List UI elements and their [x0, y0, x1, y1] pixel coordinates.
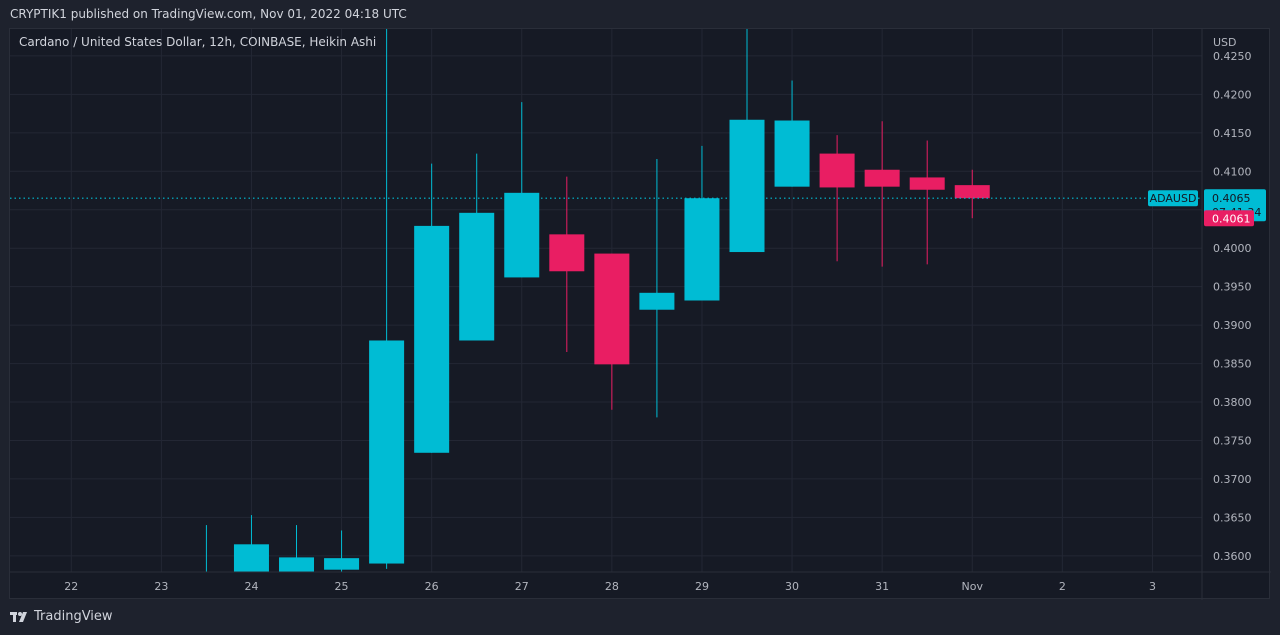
published-info-text: CRYPTIK1 published on TradingView.com, N… [10, 7, 407, 21]
price-axis[interactable]: 0.42500.42000.41500.41000.40500.40000.39… [1213, 50, 1252, 563]
candle-body-up [729, 119, 765, 253]
candle-body-down [909, 177, 945, 190]
time-tick-label: 27 [515, 580, 529, 593]
symbol-badge [1148, 190, 1198, 207]
price-tick-label: 0.4250 [1213, 50, 1252, 63]
time-tick-label: 25 [335, 580, 349, 593]
time-tick-label: 2 [1059, 580, 1066, 593]
time-tick-label: 23 [154, 580, 168, 593]
grid-layer [10, 29, 1202, 572]
candles-layer [189, 29, 990, 579]
second-price-badge [1204, 210, 1254, 227]
candle-body-down [594, 253, 630, 365]
footer: TradingView [0, 600, 1280, 635]
candle-body-up [774, 120, 810, 187]
chart-title: Cardano / United States Dollar, 12h, COI… [19, 35, 376, 49]
price-tick-label: 0.3650 [1213, 511, 1252, 524]
candle-body-up [369, 340, 405, 564]
price-tick-label: 0.3600 [1213, 550, 1252, 563]
price-tick-label: 0.4200 [1213, 88, 1252, 101]
time-tick-label: 22 [64, 580, 78, 593]
time-tick-label: 3 [1149, 580, 1156, 593]
price-tick-label: 0.3850 [1213, 358, 1252, 371]
time-tick-label: 28 [605, 580, 619, 593]
time-axis[interactable]: 22 23 24 25 26 27 28 29 30 31 Nov 2 3 [64, 580, 1156, 593]
time-tick-label: 29 [695, 580, 709, 593]
last-price-label: 0.4065 [1212, 192, 1251, 205]
candle-body-up [504, 192, 540, 278]
time-tick-label: 24 [244, 580, 258, 593]
symbol-badge-text: ADAUSD [1150, 192, 1197, 205]
price-tick-label: 0.3950 [1213, 281, 1252, 294]
candle-body-down [954, 185, 990, 199]
price-tick-label: 0.3800 [1213, 396, 1252, 409]
candle-body-up [684, 198, 720, 301]
candle-body-up [189, 575, 224, 579]
price-tick-label: 0.3900 [1213, 319, 1252, 332]
candle-body-down [549, 234, 585, 272]
price-tick-label: 0.3750 [1213, 434, 1252, 447]
publish-header: CRYPTIK1 published on TradingView.com, N… [0, 0, 1280, 28]
time-tick-label: 31 [875, 580, 889, 593]
price-tick-label: 0.4150 [1213, 127, 1252, 140]
tradingview-logo[interactable]: TradingView [10, 609, 113, 624]
candle-body-up [414, 225, 450, 453]
chart-frame[interactable]: 0.42500.42000.41500.41000.40500.40000.39… [9, 28, 1271, 600]
price-tick-label: 0.4100 [1213, 165, 1252, 178]
candle-body-down [819, 153, 855, 188]
candle-body-up [459, 212, 495, 341]
currency-label: USD [1213, 36, 1237, 49]
candle-body-up [639, 292, 675, 310]
price-tick-label: 0.4000 [1213, 242, 1252, 255]
candle-body-up [279, 557, 315, 572]
price-tick-label: 0.3700 [1213, 473, 1252, 486]
time-tick-label: 26 [425, 580, 439, 593]
candle-body-up [324, 558, 360, 570]
candle-body-up [233, 544, 269, 572]
tradingview-logo-text: TradingView [34, 609, 113, 624]
second-price-label: 0.4061 [1212, 212, 1251, 225]
time-tick-label: Nov [962, 580, 984, 593]
tradingview-logo-icon [10, 611, 27, 622]
chart-canvas[interactable]: 0.42500.42000.41500.41000.40500.40000.39… [10, 29, 1271, 600]
time-tick-label: 30 [785, 580, 799, 593]
candle-body-down [864, 169, 900, 187]
